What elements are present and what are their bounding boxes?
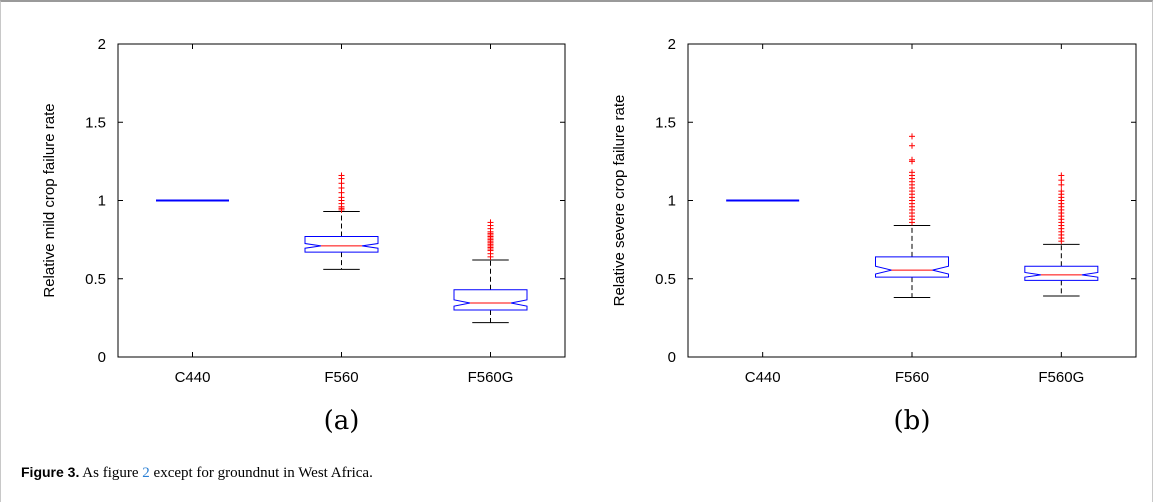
x-tick-label: F560	[895, 369, 929, 386]
y-axis-label: Relative severe crop failure rate	[611, 95, 628, 307]
outlier-point	[909, 156, 915, 163]
y-tick-label: 2	[98, 36, 106, 53]
caption-label: Figure 3.	[21, 464, 80, 480]
x-tick-label: C440	[745, 369, 781, 386]
box-f560g	[453, 219, 528, 324]
figure-caption: Figure 3. As figure 2 except for groundn…	[21, 464, 373, 482]
caption-text-before: As figure	[79, 465, 143, 481]
outlier-point	[1058, 188, 1065, 195]
y-tick-label: 1.5	[655, 114, 676, 131]
caption-text-after: except for groundnut in West Africa.	[149, 465, 373, 481]
y-tick-label: 1	[98, 193, 106, 210]
notched-box	[1024, 265, 1099, 281]
y-axis-label: Relative mild crop failure rate	[41, 103, 58, 297]
outlier-point	[909, 133, 915, 140]
x-tick-label: F560G	[1038, 369, 1084, 386]
chart-panel-a: 0 0.5 1 1.5 2 C440 F560 F560G Relative mild crop…	[41, 36, 566, 436]
panel-label: (a)	[324, 406, 360, 436]
y-tick-label: 0.5	[655, 271, 676, 288]
y-tick-label: 1	[668, 193, 676, 210]
x-tick-label: F560	[324, 369, 358, 386]
x-tick-label: C440	[175, 369, 211, 386]
outlier-point	[909, 169, 915, 176]
chart-panel-b: 0 0.5 1 1.5 2 C440 F560 F560G Relative severe cr…	[611, 36, 1137, 436]
box-f560g	[1024, 172, 1099, 297]
outlier-point	[487, 219, 494, 226]
x-tick-label: F560G	[468, 369, 514, 386]
y-tick-label: 0.5	[85, 271, 106, 288]
notched-box	[304, 235, 379, 253]
outlier-point	[1058, 172, 1065, 179]
outlier-point	[909, 142, 915, 149]
y-tick-label: 0	[668, 349, 676, 366]
box-f560	[875, 133, 949, 299]
notched-box	[875, 256, 949, 278]
panel-label: (b)	[894, 406, 931, 436]
notched-box	[453, 289, 528, 311]
y-tick-label: 2	[668, 36, 676, 53]
caption-figure-ref[interactable]: 2	[142, 465, 150, 481]
outlier-point	[338, 172, 345, 179]
y-tick-label: 1.5	[85, 114, 106, 131]
y-tick-label: 0	[98, 349, 106, 366]
box-f560	[304, 172, 379, 270]
figure-plots: 0 0.5 1 1.5 2 C440 F560 F560G Relative mild crop…	[41, 36, 1137, 436]
